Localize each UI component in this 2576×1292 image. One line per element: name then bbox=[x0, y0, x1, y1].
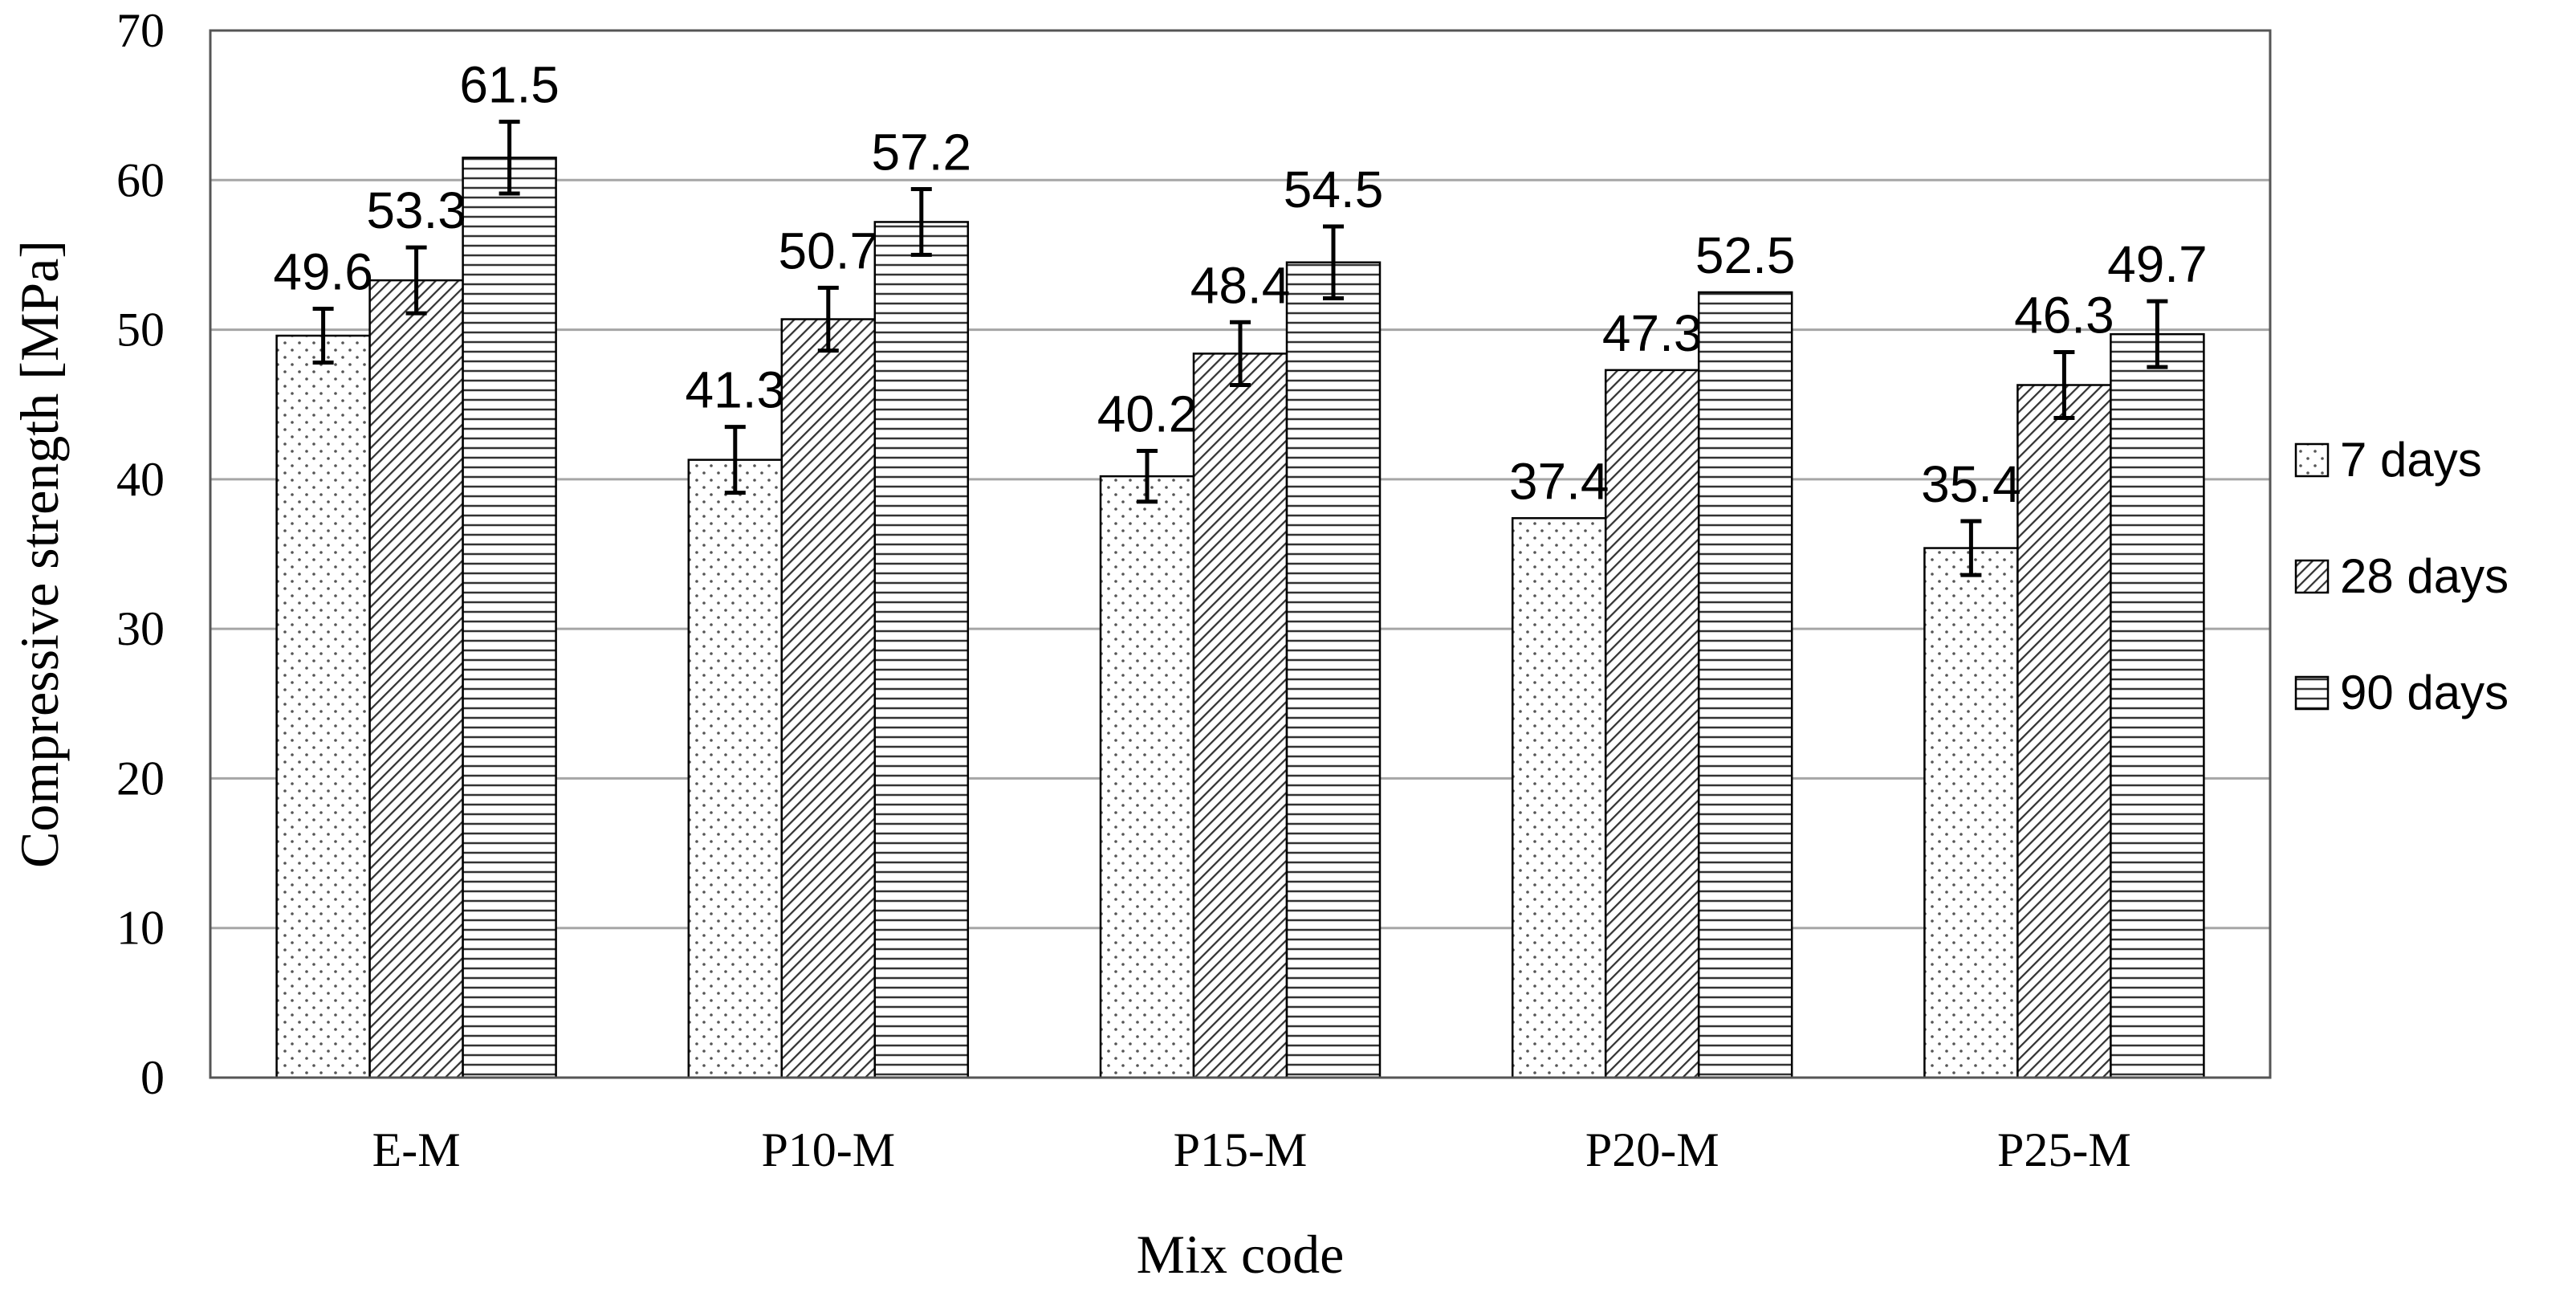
y-tick-label: 70 bbox=[116, 4, 165, 57]
legend-label: 90 days bbox=[2340, 666, 2509, 719]
data-label: 41.3 bbox=[686, 361, 786, 419]
data-label: 50.7 bbox=[779, 222, 879, 279]
y-tick-label: 20 bbox=[116, 752, 165, 805]
error-bars bbox=[312, 120, 2168, 577]
data-label: 37.4 bbox=[1509, 452, 1609, 510]
data-label: 53.3 bbox=[366, 181, 466, 239]
plot-frame bbox=[209, 29, 2272, 1079]
data-label: 49.7 bbox=[2107, 235, 2208, 293]
data-label: 35.4 bbox=[1921, 455, 2021, 513]
bar-28-days-P20-M bbox=[1604, 369, 1700, 1079]
y-tick-label: 30 bbox=[116, 602, 165, 655]
error-bar bbox=[2053, 350, 2075, 420]
error-bar bbox=[1230, 320, 1251, 387]
error-bar bbox=[910, 186, 932, 257]
data-label: 54.5 bbox=[1284, 161, 1384, 218]
data-label: 47.3 bbox=[1602, 304, 1703, 362]
legend: 7 days 28 days 90 days bbox=[2294, 433, 2509, 719]
x-axis-title: Mix code bbox=[1137, 1224, 1345, 1285]
y-axis-ticks: 0 10 20 30 40 50 60 70 bbox=[116, 4, 165, 1104]
data-label: 40.2 bbox=[1097, 385, 1198, 442]
error-bar bbox=[312, 306, 334, 365]
error-bar bbox=[1960, 519, 1982, 577]
error-bar bbox=[405, 245, 427, 316]
bar-7-days-E-M bbox=[275, 334, 371, 1079]
y-axis-title: Compressive strength [MPa] bbox=[9, 240, 70, 868]
y-tick-label: 10 bbox=[116, 902, 165, 955]
bar-90-days-P15-M bbox=[1285, 261, 1382, 1079]
error-bar bbox=[724, 425, 746, 495]
legend-swatch bbox=[2294, 442, 2330, 478]
data-label: 52.5 bbox=[1695, 226, 1796, 284]
bar-7-days-P20-M bbox=[1511, 517, 1607, 1079]
bar-7-days-P10-M bbox=[687, 459, 783, 1079]
legend-label: 28 days bbox=[2340, 549, 2509, 603]
bars bbox=[275, 157, 2205, 1079]
error-bar bbox=[499, 120, 520, 196]
bar-90-days-P10-M bbox=[873, 221, 970, 1079]
legend-swatch bbox=[2294, 675, 2330, 711]
bar-90-days-P25-M bbox=[2110, 332, 2205, 1079]
y-tick-label: 40 bbox=[116, 453, 165, 506]
x-tick-label: P10-M bbox=[761, 1123, 895, 1176]
legend-label: 7 days bbox=[2340, 433, 2482, 487]
legend-swatch bbox=[2294, 559, 2330, 594]
bar-7-days-P15-M bbox=[1099, 475, 1195, 1079]
bar-90-days-P20-M bbox=[1697, 291, 1793, 1079]
data-label: 48.4 bbox=[1190, 256, 1291, 314]
error-bar bbox=[1137, 448, 1158, 504]
data-labels: 49.653.3 61.5 41.3 50.7 57.2 40.2 48.4 54.5 37.4… bbox=[273, 56, 2207, 513]
legend-item: 90 days bbox=[2294, 666, 2509, 719]
bar-7-days-P25-M bbox=[1923, 547, 2019, 1079]
x-tick-label: E-M bbox=[372, 1123, 461, 1176]
y-tick-label: 50 bbox=[116, 304, 165, 357]
legend-item: 7 days bbox=[2294, 433, 2482, 487]
x-tick-label: P20-M bbox=[1585, 1123, 1719, 1176]
bar-28-days-P15-M bbox=[1192, 353, 1288, 1079]
error-bar bbox=[817, 285, 839, 353]
y-tick-label: 0 bbox=[140, 1051, 165, 1104]
x-tick-label: P15-M bbox=[1174, 1123, 1308, 1176]
error-bar bbox=[2147, 299, 2168, 369]
bar-90-days-E-M bbox=[462, 157, 557, 1079]
x-axis-ticks: E-M P10-M P15-M P20-M P25-M bbox=[372, 1123, 2131, 1176]
error-bar bbox=[1323, 224, 1344, 300]
legend-item: 28 days bbox=[2294, 549, 2509, 603]
bar-28-days-E-M bbox=[368, 279, 464, 1079]
x-tick-label: P25-M bbox=[1997, 1123, 2131, 1176]
bar-28-days-P10-M bbox=[780, 318, 877, 1079]
bar-28-days-P25-M bbox=[2016, 384, 2112, 1079]
data-label: 49.6 bbox=[273, 243, 373, 300]
y-tick-label: 60 bbox=[116, 153, 165, 206]
data-label: 61.5 bbox=[459, 56, 560, 114]
data-label: 57.2 bbox=[872, 123, 972, 181]
data-label: 46.3 bbox=[2014, 287, 2114, 344]
